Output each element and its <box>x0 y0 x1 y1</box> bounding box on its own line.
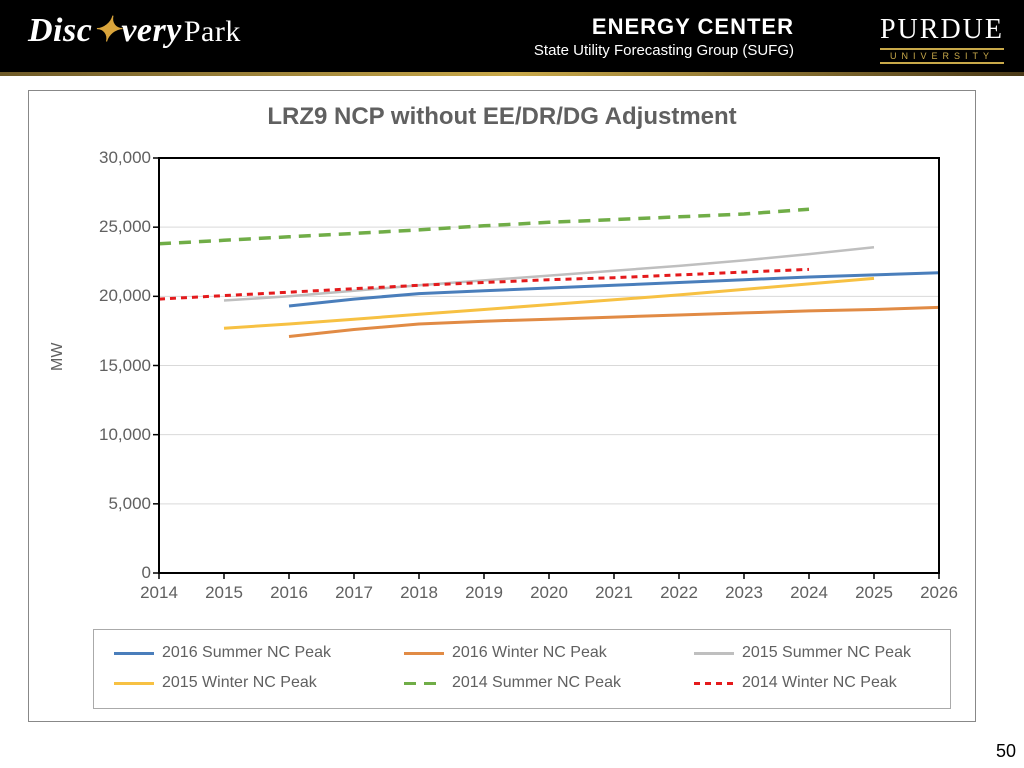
plot-area <box>79 153 949 583</box>
y-tick-label: 5,000 <box>79 494 151 514</box>
x-tick-label: 2023 <box>725 583 763 603</box>
legend-swatch <box>114 682 154 685</box>
header-gold-line <box>0 72 1024 76</box>
brand-text-2: very <box>121 12 182 49</box>
chart-svg <box>79 153 949 583</box>
x-tick-label: 2026 <box>920 583 958 603</box>
purdue-top: PURDUE <box>880 14 1004 46</box>
chart-title: LRZ9 NCP without EE/DR/DG Adjustment <box>29 103 975 131</box>
legend-item: 2014 Winter NC Peak <box>694 674 944 692</box>
purdue-logo: PURDUE UNIVERSITY <box>880 14 1004 64</box>
x-tick-label: 2024 <box>790 583 828 603</box>
slide-header: Disc✦veryPark ENERGY CENTER State Utilit… <box>0 0 1024 76</box>
legend-swatch <box>694 682 734 685</box>
legend: 2016 Summer NC Peak 2016 Winter NC Peak 20… <box>93 629 951 709</box>
legend-swatch <box>694 652 734 655</box>
y-axis-label: MW <box>49 343 67 371</box>
brand-text-1: Disc <box>28 12 92 49</box>
legend-swatch <box>404 652 444 655</box>
legend-row-2: 2015 Winter NC Peak 2014 Summer NC Peak 20… <box>114 674 930 692</box>
x-tick-label: 2016 <box>270 583 308 603</box>
x-tick-label: 2018 <box>400 583 438 603</box>
legend-item: 2015 Summer NC Peak <box>694 644 944 662</box>
purdue-bottom: UNIVERSITY <box>880 48 1004 64</box>
chart-container: LRZ9 NCP without EE/DR/DG Adjustment MW … <box>28 90 976 722</box>
page-number: 50 <box>996 741 1016 762</box>
x-ticks: 2014 2015 2016 2017 2018 2019 2020 2021 2022 2023… <box>79 579 949 603</box>
x-tick-label: 2025 <box>855 583 893 603</box>
x-tick-label: 2019 <box>465 583 503 603</box>
legend-item: 2014 Summer NC Peak <box>404 674 654 692</box>
x-tick-label: 2020 <box>530 583 568 603</box>
legend-label: 2015 Summer NC Peak <box>742 644 911 662</box>
x-tick-label: 2022 <box>660 583 698 603</box>
legend-swatch <box>404 682 444 685</box>
x-tick-label: 2015 <box>205 583 243 603</box>
x-tick-label: 2021 <box>595 583 633 603</box>
y-tick-label: 10,000 <box>79 425 151 445</box>
energy-center-block: ENERGY CENTER State Utility Forecasting … <box>534 14 794 59</box>
legend-swatch <box>114 652 154 655</box>
y-tick-label: 20,000 <box>79 286 151 306</box>
legend-item: 2016 Winter NC Peak <box>404 644 654 662</box>
energy-center-subtitle: State Utility Forecasting Group (SUFG) <box>534 42 794 59</box>
x-tick-label: 2017 <box>335 583 373 603</box>
energy-center-title: ENERGY CENTER <box>534 14 794 40</box>
star-icon: ✦ <box>92 12 121 49</box>
legend-label: 2014 Summer NC Peak <box>452 674 621 692</box>
legend-item: 2016 Summer NC Peak <box>114 644 364 662</box>
legend-row-1: 2016 Summer NC Peak 2016 Winter NC Peak 20… <box>114 644 930 662</box>
discovery-park-logo: Disc✦veryPark <box>28 10 241 50</box>
legend-label: 2015 Winter NC Peak <box>162 674 317 692</box>
y-tick-label: 30,000 <box>79 148 151 168</box>
legend-label: 2016 Summer NC Peak <box>162 644 331 662</box>
brand-text-park: Park <box>184 15 241 48</box>
legend-label: 2014 Winter NC Peak <box>742 674 897 692</box>
legend-item: 2015 Winter NC Peak <box>114 674 364 692</box>
x-tick-label: 2014 <box>140 583 178 603</box>
y-tick-label: 15,000 <box>79 356 151 376</box>
legend-label: 2016 Winter NC Peak <box>452 644 607 662</box>
y-tick-label: 25,000 <box>79 217 151 237</box>
